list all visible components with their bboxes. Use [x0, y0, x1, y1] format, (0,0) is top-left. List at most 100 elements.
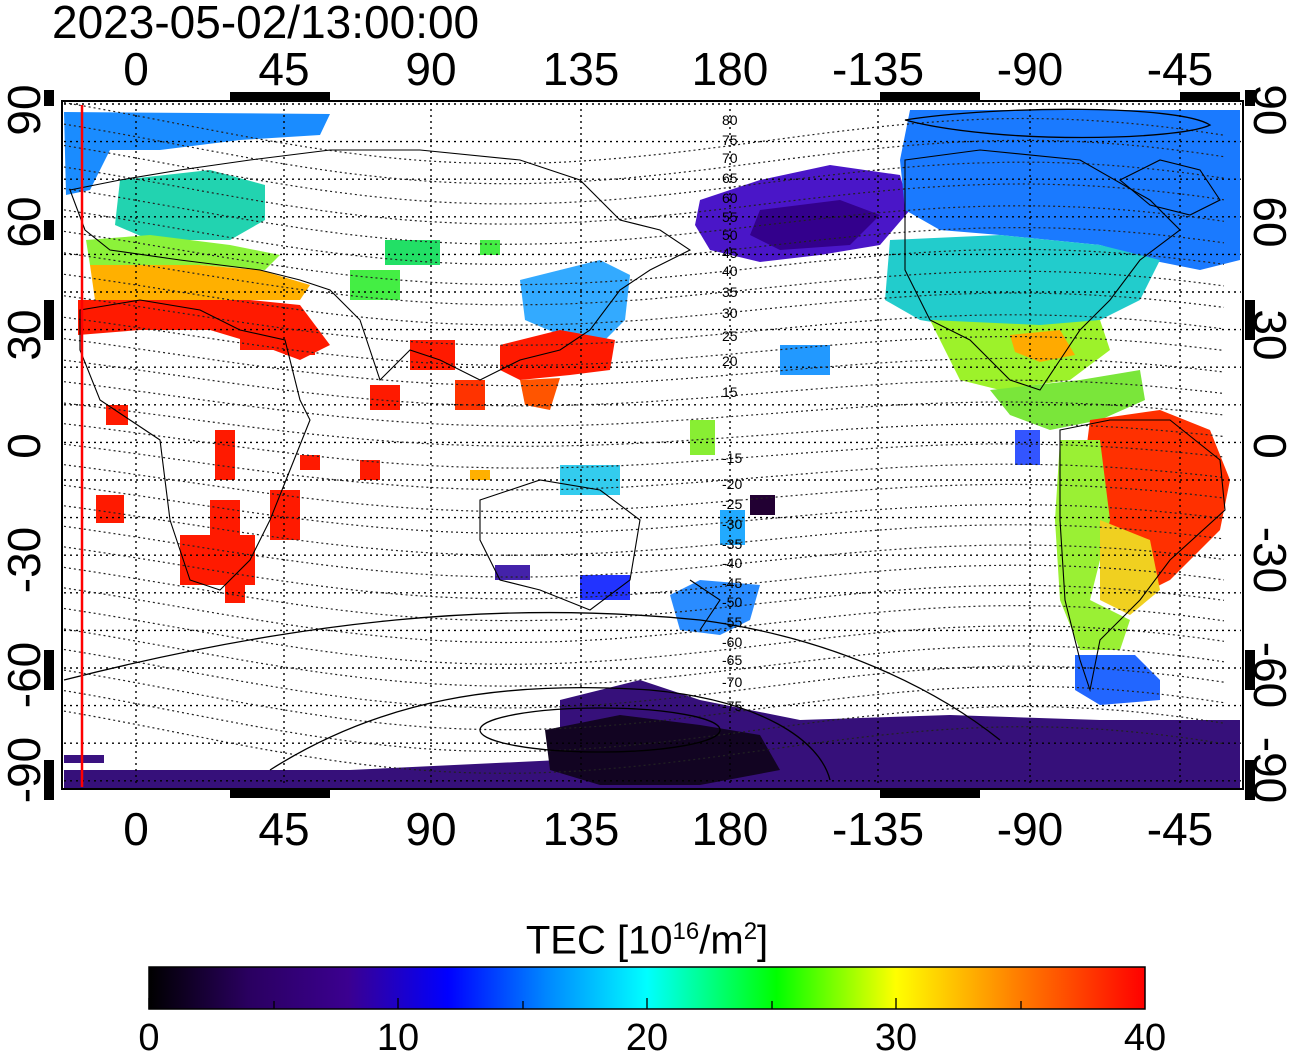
top-tick-135: 135 — [542, 43, 620, 95]
contour-label: -45 — [722, 575, 742, 591]
left-tick-m90: -90 — [0, 736, 50, 804]
tec-region-africa — [96, 310, 400, 603]
contour-label: 30 — [722, 305, 738, 321]
colorbar-tick-0: 0 — [138, 1017, 160, 1059]
magnetic-latitude-contour — [63, 423, 1225, 469]
colorbar-title: TEC [1016/m2] — [0, 908, 1294, 964]
bottom-tick-m45: -45 — [1146, 803, 1214, 855]
bottom-tick-90: 90 — [405, 803, 457, 855]
contour-label: 20 — [722, 353, 738, 369]
bottom-tick-m90: -90 — [996, 803, 1064, 855]
tec-region-siberia-core — [750, 200, 880, 250]
magnetic-latitude-contour — [63, 484, 1225, 534]
contour-label: 50 — [722, 227, 738, 243]
right-tick-90: 90 — [1244, 84, 1294, 136]
tec-region-pacific-spots — [690, 345, 1040, 545]
contour-label: -20 — [722, 476, 742, 492]
contour-label: -65 — [722, 652, 742, 668]
contour-label: 25 — [722, 328, 738, 344]
magnetic-latitude-contour — [63, 505, 1225, 556]
tec-region-arctic-europe — [64, 112, 330, 195]
contour-label: 40 — [722, 263, 738, 279]
left-tick-60: 60 — [0, 196, 50, 248]
southern-solid-contours — [63, 108, 1212, 781]
contour-label: 55 — [722, 209, 738, 225]
magnetic-latitude-contour — [63, 525, 1225, 578]
contour-label: -35 — [722, 536, 742, 552]
top-tick-m45: -45 — [1146, 43, 1214, 95]
magnetic-latitude-contour — [63, 546, 1225, 600]
top-tick-0: 0 — [123, 43, 149, 95]
contour-label-group: 80 75 70 65 60 55 50 45 40 35 30 25 20 15 -15 -20 -25 -30… — [722, 112, 742, 714]
contour-label: -50 — [722, 594, 742, 610]
contour-label: 70 — [722, 150, 738, 166]
colorbar-title-prefix: TEC [10 — [525, 918, 673, 963]
contour-label: 45 — [722, 245, 738, 261]
top-tick-45: 45 — [258, 43, 310, 95]
tec-region-east-asia — [500, 330, 615, 380]
tec-region-se-asia — [520, 378, 560, 410]
magnetic-latitude-contour — [63, 669, 1225, 731]
contour-label: -30 — [722, 516, 742, 532]
contour-label: -60 — [722, 634, 742, 650]
colorbar-title-exponent-2: 2 — [743, 918, 758, 945]
coastlines — [69, 149, 1226, 693]
bottom-tick-135: 135 — [542, 803, 620, 855]
left-tick-30: 30 — [0, 309, 50, 361]
left-tick-m60: -60 — [0, 641, 50, 709]
left-tick-m30: -30 — [0, 526, 50, 594]
top-tick-90: 90 — [405, 43, 457, 95]
left-tick-0: 0 — [0, 433, 50, 459]
right-tick-m30: -30 — [1244, 526, 1294, 594]
magnetic-latitude-contour — [63, 359, 1225, 407]
right-tick-m90: -90 — [1244, 736, 1294, 804]
tec-region-n-europe — [86, 235, 280, 270]
magnetic-latitude-contour — [63, 690, 1225, 753]
colorbar-title-suffix: ] — [757, 918, 769, 963]
magnetic-latitude-contour — [63, 209, 1225, 266]
tec-region-asia-patches — [350, 240, 500, 410]
magnetic-latitude-contour — [63, 273, 1225, 326]
tec-region-japan — [520, 260, 630, 345]
tec-region-mid-europe — [90, 265, 310, 300]
magnetic-latitude-contour — [63, 443, 1225, 491]
contour-label: 15 — [722, 384, 738, 400]
bottom-tick-0: 0 — [123, 803, 149, 855]
magnetic-latitude-contour — [63, 464, 1225, 513]
right-tick-0: 0 — [1244, 433, 1294, 459]
magnetic-latitude-contour — [63, 381, 1225, 427]
top-tick-m90: -90 — [996, 43, 1064, 95]
tec-region-south-america-west — [1055, 440, 1130, 650]
magnetic-latitude-contour — [63, 338, 1225, 387]
contour-label: 60 — [722, 190, 738, 206]
tec-region-antarctica-edge — [64, 755, 104, 763]
left-tick-90: 90 — [0, 84, 50, 136]
magnetic-latitude-contour — [63, 648, 1225, 709]
bottom-tick-45: 45 — [258, 803, 310, 855]
magnetic-latitude-contour — [63, 230, 1225, 286]
frame-ticks — [44, 90, 1255, 800]
contour-label: 75 — [722, 132, 738, 148]
contour-label: 65 — [722, 170, 738, 186]
right-tick-30: 30 — [1244, 309, 1294, 361]
top-tick-180: 180 — [691, 43, 769, 95]
contour-label: -15 — [722, 450, 742, 466]
colorbar-tick-20: 20 — [625, 1017, 669, 1059]
magnetic-latitude-contour — [63, 295, 1225, 346]
colorbar-tick-10: 10 — [376, 1017, 420, 1059]
tec-region-north-america — [885, 235, 1160, 330]
magnetic-latitude-contour — [63, 628, 1225, 687]
magnetic-latitude-contour — [63, 710, 1225, 774]
tec-region-australia — [470, 465, 630, 600]
magnetic-latitude-contour — [63, 102, 1225, 165]
contour-label: 35 — [722, 284, 738, 300]
colorbar-ticks — [148, 998, 1022, 1009]
contour-label: -75 — [722, 698, 742, 714]
magnetic-latitude-contour — [63, 187, 1225, 245]
map-title: 2023-05-02/13:00:00 — [52, 0, 480, 48]
right-tick-m60: -60 — [1244, 641, 1294, 709]
magnetic-latitude-contour — [63, 607, 1225, 665]
contour-label: -40 — [722, 555, 742, 571]
top-tick-m135: -135 — [831, 43, 925, 95]
magnetic-latitude-contour — [63, 166, 1225, 225]
